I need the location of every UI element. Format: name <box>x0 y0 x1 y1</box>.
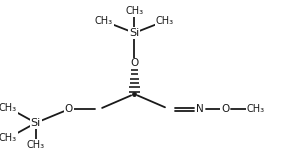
Text: O: O <box>130 58 138 69</box>
Text: CH₃: CH₃ <box>247 104 265 114</box>
Text: Si: Si <box>31 118 41 128</box>
Text: CH₃: CH₃ <box>27 140 45 150</box>
Text: CH₃: CH₃ <box>0 133 17 143</box>
Text: N: N <box>196 104 204 114</box>
Text: O: O <box>221 104 229 114</box>
Text: CH₃: CH₃ <box>156 16 174 26</box>
Text: CH₃: CH₃ <box>125 6 143 16</box>
Text: O: O <box>64 104 73 114</box>
Text: Si: Si <box>129 28 139 38</box>
Text: CH₃: CH₃ <box>95 16 113 26</box>
Text: CH₃: CH₃ <box>0 103 17 113</box>
